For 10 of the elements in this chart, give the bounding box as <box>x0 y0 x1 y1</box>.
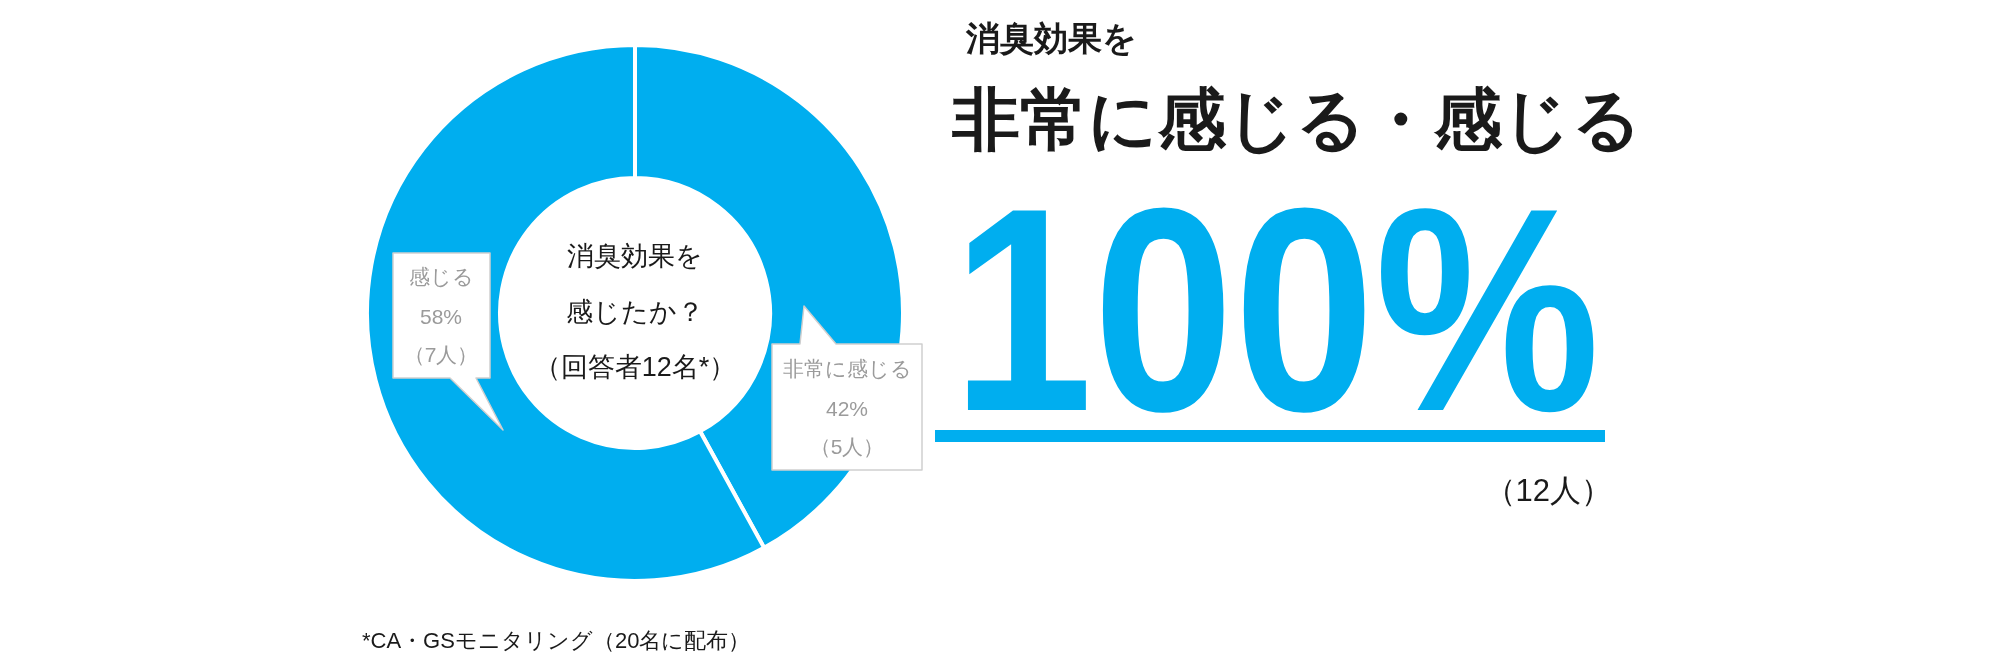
slice-label: 感じる <box>408 264 474 288</box>
data-label: 58% （7人） <box>403 304 479 366</box>
text: 感じたか？ <box>566 297 704 327</box>
text: *CA・GSモニタリング（20名に配布） <box>362 627 751 653</box>
text: （回答者12名*） <box>533 352 737 382</box>
slice-label: 非常に感じる <box>782 356 912 380</box>
text: 消臭効果を <box>965 19 1137 57</box>
data-label: 42% （5人） <box>809 396 885 458</box>
text: 消臭効果を <box>567 241 703 271</box>
text: （12人） <box>1484 472 1612 508</box>
